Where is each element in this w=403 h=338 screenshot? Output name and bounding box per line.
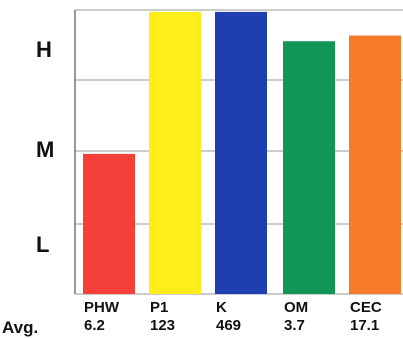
category-label-p1: P1: [150, 299, 168, 316]
average-value-cec: 17.1: [350, 317, 379, 334]
category-label-om: OM: [284, 299, 308, 316]
y-level-label-m: M: [36, 137, 54, 162]
y-level-labels: L M H: [36, 37, 54, 257]
bar-cec: [349, 35, 401, 295]
average-value-phw: 6.2: [84, 317, 105, 334]
bar-om: [283, 41, 335, 294]
average-value-k: 469: [216, 317, 241, 334]
y-level-label-l: L: [36, 232, 49, 257]
average-label: Avg.: [2, 318, 38, 337]
y-level-label-h: H: [36, 37, 52, 62]
chart-bars: [83, 11, 401, 295]
category-label-k: K: [216, 299, 227, 316]
average-value-p1: 123: [150, 317, 175, 334]
bar-phw: [83, 153, 135, 294]
bar-k: [215, 11, 267, 294]
category-label-phw: PHW: [84, 299, 120, 316]
category-label-cec: CEC: [350, 299, 382, 316]
bar-p1: [149, 11, 201, 294]
average-value-om: 3.7: [284, 317, 305, 334]
